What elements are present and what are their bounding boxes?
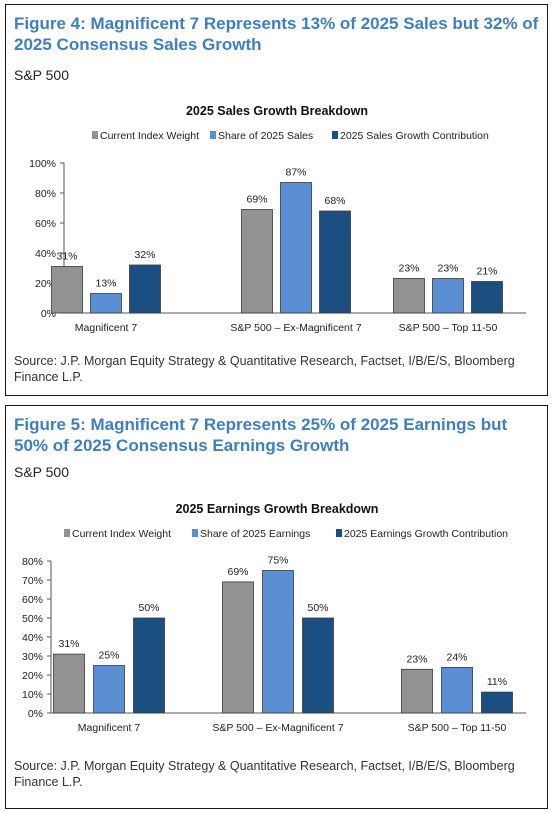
bar <box>280 182 312 314</box>
bar <box>481 691 513 714</box>
bar <box>319 210 351 314</box>
bar <box>262 570 294 714</box>
bar <box>129 264 161 314</box>
chart-title: 2025 Earnings Growth Breakdown <box>176 502 379 516</box>
data-label: 24% <box>446 651 467 663</box>
x-category-label: Magnificent 7 <box>75 322 138 334</box>
x-category-label: S&P 500 – Ex-Magnificent 7 <box>212 722 343 734</box>
legend-label-2: Share of 2025 Earnings <box>200 528 310 540</box>
y-tick-label: 40% <box>22 632 43 644</box>
data-label: 87% <box>285 167 306 179</box>
y-tick-label: 20% <box>35 278 56 290</box>
data-label: 21% <box>476 266 497 278</box>
figure-5-subtitle: S&P 500 <box>14 464 70 480</box>
y-tick-label: 80% <box>22 556 43 568</box>
bar <box>471 281 503 314</box>
y-tick-label: 60% <box>22 594 43 606</box>
legend-label-1: Current Index Weight <box>100 130 199 142</box>
data-label: 50% <box>307 602 328 614</box>
bar <box>393 278 425 314</box>
legend-swatch-3 <box>336 529 342 537</box>
x-category-label: S&P 500 – Ex-Magnificent 7 <box>230 322 361 334</box>
data-label: 75% <box>267 555 288 567</box>
y-tick-label: 0% <box>28 708 43 720</box>
figure-4-panel: Figure 4: Magnificent 7 Represents 13% o… <box>5 4 548 396</box>
data-label: 31% <box>58 638 79 650</box>
bar <box>441 666 473 714</box>
y-tick-label: 10% <box>22 689 43 701</box>
x-category-label: S&P 500 – Top 11-50 <box>408 722 507 734</box>
legend-label-3: 2025 Earnings Growth Contribution <box>344 528 508 540</box>
figure-4-title: Figure 4: Magnificent 7 Represents 13% o… <box>14 14 539 54</box>
bar <box>401 668 433 714</box>
data-label: 25% <box>98 650 119 662</box>
bar <box>241 209 273 314</box>
x-category-label: S&P 500 – Top 11-50 <box>399 322 498 334</box>
data-label: 68% <box>324 195 345 207</box>
data-label: 32% <box>134 249 155 261</box>
figure-4-subtitle: S&P 500 <box>14 67 70 83</box>
data-label: 13% <box>95 278 116 290</box>
chart-title: 2025 Sales Growth Breakdown <box>186 104 368 118</box>
y-tick-label: 50% <box>22 613 43 625</box>
figure-5-source: Source: J.P. Morgan Equity Strategy & Qu… <box>14 759 515 789</box>
bar <box>93 665 125 714</box>
legend-swatch-2 <box>210 131 216 139</box>
legend-swatch-2 <box>192 529 198 537</box>
bar <box>302 617 334 714</box>
data-label: 11% <box>487 676 507 688</box>
y-tick-label: 20% <box>22 670 43 682</box>
legend-swatch-3 <box>332 131 338 139</box>
y-tick-label: 100% <box>29 158 56 170</box>
data-label: 23% <box>437 263 458 275</box>
bar <box>133 617 165 714</box>
y-tick-label: 40% <box>35 248 56 260</box>
x-category-label: Magnificent 7 <box>78 722 141 734</box>
y-tick-label: 60% <box>35 218 56 230</box>
bar <box>53 653 85 714</box>
figure-4-source: Source: J.P. Morgan Equity Strategy & Qu… <box>14 354 515 384</box>
legend-label-3: 2025 Sales Growth Contribution <box>340 130 489 142</box>
data-label: 50% <box>138 602 159 614</box>
y-tick-label: 80% <box>35 188 56 200</box>
data-label: 69% <box>246 194 267 206</box>
data-label: 23% <box>406 653 427 665</box>
legend-label-2: Share of 2025 Sales <box>218 130 313 142</box>
bar <box>90 293 122 314</box>
data-label: 23% <box>398 263 419 275</box>
figure-5-panel: Figure 5: Magnificent 7 Represents 25% o… <box>5 405 548 809</box>
sales-growth-chart: 2025 Sales Growth Breakdown Current Index… <box>29 104 526 334</box>
bar <box>222 581 254 714</box>
data-label: 69% <box>227 566 248 578</box>
figure-5-title: Figure 5: Magnificent 7 Represents 25% o… <box>14 415 508 455</box>
earnings-growth-chart: 2025 Earnings Growth Breakdown Current In… <box>22 502 526 734</box>
data-label: 31% <box>56 251 77 263</box>
y-tick-label: 30% <box>22 651 43 663</box>
legend-swatch-1 <box>92 131 98 139</box>
legend-label-1: Current Index Weight <box>72 528 171 540</box>
legend-swatch-1 <box>64 529 70 537</box>
bar <box>432 278 464 314</box>
y-tick-label: 70% <box>22 575 43 587</box>
bar <box>51 266 83 314</box>
